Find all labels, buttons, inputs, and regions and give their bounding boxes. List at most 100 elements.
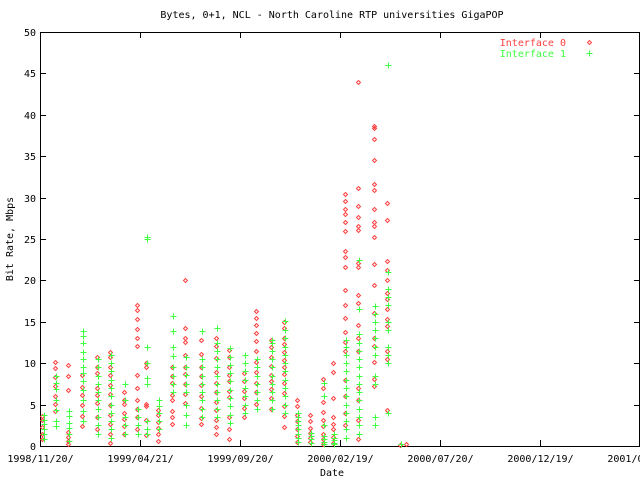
data-point bbox=[66, 431, 73, 438]
data-point bbox=[356, 431, 363, 438]
data-point bbox=[227, 387, 234, 394]
data-point bbox=[95, 356, 102, 363]
x-axis-ticks: 1998/11/20/1999/04/21/1999/09/20/2000/02… bbox=[7, 32, 640, 465]
x-tick-label: 1999/04/21/ bbox=[107, 454, 173, 465]
data-point bbox=[253, 322, 260, 329]
data-point bbox=[214, 414, 221, 421]
data-point bbox=[342, 422, 349, 429]
data-point bbox=[282, 385, 289, 392]
data-point bbox=[281, 341, 288, 348]
data-point bbox=[355, 264, 362, 271]
data-point bbox=[384, 277, 391, 284]
data-point bbox=[330, 369, 337, 376]
data-point bbox=[342, 329, 349, 336]
data-point bbox=[342, 211, 349, 218]
data-point bbox=[343, 393, 350, 400]
data-point bbox=[39, 417, 46, 424]
data-point bbox=[372, 319, 379, 326]
data-point bbox=[80, 378, 87, 385]
data-point bbox=[79, 402, 86, 409]
data-point bbox=[355, 436, 362, 443]
data-point bbox=[79, 413, 86, 420]
data-point bbox=[371, 206, 378, 213]
x-tick-label: 1999/09/20/ bbox=[207, 454, 273, 465]
data-point bbox=[242, 385, 249, 392]
data-point bbox=[170, 364, 177, 371]
data-point bbox=[108, 360, 115, 367]
data-point bbox=[253, 315, 260, 322]
data-point bbox=[214, 373, 221, 380]
data-point bbox=[121, 389, 128, 396]
data-point bbox=[41, 412, 48, 419]
data-point bbox=[108, 385, 115, 392]
data-point bbox=[79, 384, 86, 391]
data-point bbox=[356, 414, 363, 421]
y-tick-label: 5 bbox=[30, 401, 36, 412]
data-point bbox=[356, 397, 363, 404]
data-point bbox=[135, 414, 142, 421]
data-point bbox=[321, 433, 328, 440]
data-point bbox=[372, 352, 379, 359]
data-point bbox=[356, 389, 363, 396]
data-point bbox=[342, 315, 349, 322]
data-point bbox=[282, 410, 289, 417]
data-point bbox=[371, 261, 378, 268]
legend-marker bbox=[586, 39, 593, 46]
data-point bbox=[342, 198, 349, 205]
y-axis-label: Bit Rate, Mbps bbox=[5, 197, 16, 281]
data-point bbox=[227, 378, 234, 385]
data-point bbox=[356, 306, 363, 313]
data-point bbox=[342, 248, 349, 255]
data-point bbox=[94, 370, 101, 377]
data-point bbox=[372, 414, 379, 421]
data-point bbox=[307, 425, 314, 432]
data-point bbox=[134, 385, 141, 392]
y-tick-label: 30 bbox=[24, 194, 36, 205]
data-point bbox=[95, 414, 102, 421]
data-point bbox=[108, 402, 115, 409]
data-point bbox=[371, 223, 378, 230]
data-point bbox=[371, 187, 378, 194]
data-point bbox=[39, 431, 46, 438]
data-point bbox=[198, 337, 205, 344]
data-point bbox=[134, 372, 141, 379]
data-point bbox=[356, 348, 363, 355]
data-point bbox=[155, 407, 162, 414]
data-point bbox=[372, 327, 379, 334]
data-point bbox=[242, 393, 249, 400]
data-point bbox=[95, 422, 102, 429]
data-point bbox=[269, 373, 276, 380]
data-point bbox=[53, 373, 60, 380]
data-point bbox=[371, 181, 378, 188]
data-point bbox=[155, 431, 162, 438]
data-point bbox=[384, 316, 391, 323]
data-point bbox=[253, 308, 260, 315]
data-point bbox=[242, 377, 249, 384]
data-point bbox=[295, 410, 302, 417]
data-point bbox=[371, 282, 378, 289]
data-point bbox=[343, 360, 350, 367]
data-point bbox=[384, 200, 391, 207]
data-point bbox=[107, 431, 114, 438]
data-point bbox=[107, 382, 114, 389]
data-point bbox=[371, 136, 378, 143]
y-tick-label: 15 bbox=[24, 318, 36, 329]
data-point bbox=[182, 335, 189, 342]
data-point bbox=[183, 354, 190, 361]
data-point bbox=[144, 360, 151, 367]
data-point bbox=[356, 381, 363, 388]
data-point bbox=[343, 418, 350, 425]
data-point bbox=[214, 325, 221, 332]
data-point bbox=[199, 397, 206, 404]
data-point bbox=[108, 352, 115, 359]
data-point bbox=[226, 436, 233, 443]
data-point bbox=[94, 385, 101, 392]
data-point bbox=[80, 364, 87, 371]
data-point bbox=[282, 368, 289, 375]
data-point bbox=[268, 386, 275, 393]
series-interface-1 bbox=[41, 62, 405, 448]
data-point bbox=[156, 418, 163, 425]
data-point bbox=[269, 356, 276, 363]
data-point bbox=[199, 373, 206, 380]
